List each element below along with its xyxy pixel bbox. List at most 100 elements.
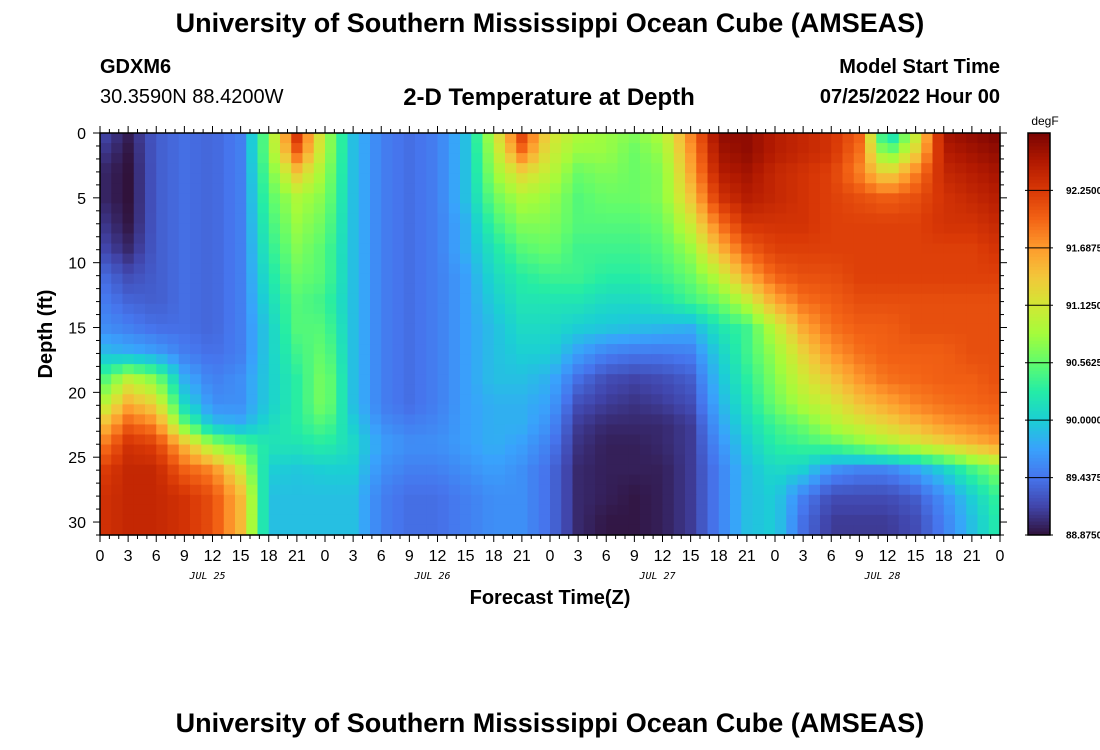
heatmap-cell: [516, 354, 529, 365]
heatmap-cell: [448, 504, 461, 516]
heatmap-cell: [268, 213, 281, 225]
heatmap-cell: [831, 253, 844, 265]
x-tick-label: 21: [963, 548, 981, 565]
heatmap-cell: [853, 303, 866, 315]
heatmap-cell: [415, 183, 427, 194]
heatmap-cell: [336, 474, 349, 486]
heatmap-cell: [190, 464, 202, 476]
heatmap-cell: [223, 273, 236, 285]
heatmap-cell: [505, 303, 517, 315]
heatmap-cell: [932, 173, 945, 184]
heatmap-cell: [977, 504, 990, 516]
heatmap-cell: [178, 424, 191, 436]
heatmap-cell: [527, 293, 540, 305]
heatmap-cell: [820, 163, 832, 174]
heatmap-cell: [583, 444, 596, 456]
heatmap-cell: [280, 183, 292, 194]
heatmap-cell: [313, 444, 326, 456]
heatmap-cell: [943, 394, 956, 405]
heatmap-cell: [201, 153, 214, 164]
heatmap-cell: [752, 173, 765, 184]
heatmap-cell: [471, 454, 484, 466]
heatmap-cell: [921, 233, 934, 245]
colorbar-segment: [1028, 233, 1050, 238]
heatmap-cell: [178, 253, 191, 265]
heatmap-cell: [381, 484, 394, 496]
heatmap-cell: [437, 444, 450, 456]
heatmap-cell: [921, 213, 934, 225]
heatmap-cell: [707, 514, 720, 526]
heatmap-cell: [527, 163, 540, 174]
heatmap-cell: [156, 213, 169, 225]
heatmap-cell: [190, 243, 202, 255]
heatmap-cell: [190, 474, 202, 486]
heatmap-cell: [763, 384, 776, 395]
colorbar-segment: [1028, 320, 1050, 325]
colorbar-segment: [1028, 203, 1050, 208]
heatmap-cell: [685, 203, 697, 214]
heatmap-cell: [561, 344, 574, 355]
heatmap-cell: [865, 313, 877, 325]
heatmap-cell: [201, 163, 214, 174]
heatmap-cell: [595, 303, 607, 315]
heatmap-cell: [921, 253, 934, 265]
heatmap-cell: [707, 223, 720, 235]
heatmap-cell: [583, 293, 596, 305]
heatmap-cell: [291, 223, 304, 235]
heatmap-cell: [966, 313, 979, 325]
heatmap-cell: [842, 514, 855, 526]
heatmap-cell: [212, 394, 225, 405]
heatmap-cell: [347, 394, 360, 405]
heatmap-cell: [246, 253, 259, 265]
heatmap-cell: [730, 444, 742, 456]
heatmap-cell: [302, 464, 315, 476]
heatmap-cell: [786, 223, 799, 235]
heatmap-cell: [347, 173, 360, 184]
heatmap-cell: [111, 313, 124, 325]
heatmap-cell: [640, 434, 652, 446]
heatmap-cell: [640, 394, 652, 405]
heatmap-cell: [302, 293, 315, 305]
heatmap-cell: [628, 263, 641, 275]
heatmap-cell: [156, 253, 169, 265]
heatmap-cell: [426, 344, 439, 355]
heatmap-cell: [876, 183, 889, 194]
heatmap-cell: [381, 354, 394, 365]
heatmap-cell: [955, 354, 967, 365]
heatmap-cell: [842, 374, 855, 385]
heatmap-cell: [561, 213, 574, 225]
heatmap-cell: [887, 464, 900, 476]
heatmap-cell: [291, 173, 304, 184]
heatmap-cell: [527, 504, 540, 516]
heatmap-cell: [696, 143, 709, 154]
heatmap-cell: [235, 143, 247, 154]
heatmap-cell: [358, 313, 371, 325]
heatmap-cell: [786, 434, 799, 446]
heatmap-cell: [291, 313, 304, 325]
heatmap-cell: [122, 344, 135, 355]
heatmap-cell: [651, 334, 664, 345]
heatmap-cell: [505, 404, 517, 415]
heatmap-cell: [595, 364, 607, 375]
heatmap-cell: [403, 223, 416, 235]
heatmap-cell: [415, 474, 427, 486]
station-coordinates: 30.3590N 88.4200W: [100, 86, 284, 108]
heatmap-cell: [358, 283, 371, 295]
heatmap-cell: [955, 474, 967, 486]
x-tick-label: 9: [630, 548, 639, 565]
heatmap-cell: [280, 394, 292, 405]
heatmap-cell: [955, 434, 967, 446]
heatmap-cell: [268, 334, 281, 345]
heatmap-cell: [583, 394, 596, 405]
heatmap-cell: [572, 364, 585, 375]
heatmap-cell: [437, 303, 450, 315]
heatmap-cell: [696, 464, 709, 476]
heatmap-cell: [932, 494, 945, 506]
heatmap-cell: [887, 153, 900, 164]
heatmap-cell: [268, 313, 281, 325]
heatmap-cell: [426, 454, 439, 466]
heatmap-cell: [235, 273, 247, 285]
heatmap-cell: [718, 153, 731, 164]
heatmap-cell: [437, 344, 450, 355]
heatmap-cell: [887, 494, 900, 506]
